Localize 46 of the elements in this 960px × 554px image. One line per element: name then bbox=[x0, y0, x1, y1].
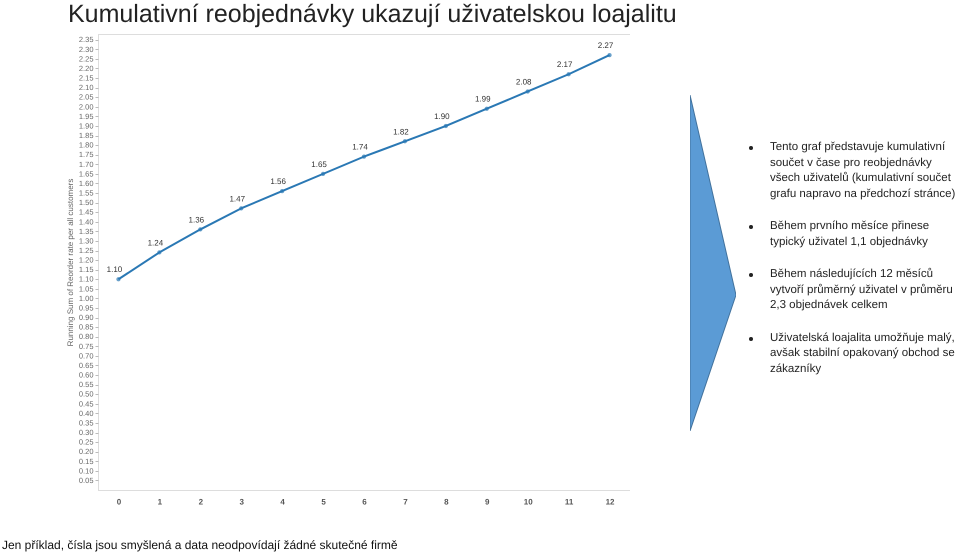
x-tick-label: 0 bbox=[116, 498, 122, 506]
point bbox=[526, 89, 530, 94]
point bbox=[566, 72, 571, 76]
point bbox=[280, 188, 284, 194]
point bbox=[362, 154, 366, 159]
point bbox=[157, 250, 162, 255]
text: 1.24 bbox=[148, 238, 164, 248]
y-axis-title: Running Sum of Reorder rate per all customers bbox=[66, 178, 75, 346]
x-tick-label: 2 bbox=[198, 498, 204, 506]
x-tick-label: 4 bbox=[280, 498, 286, 506]
text: 1.47 bbox=[229, 194, 246, 204]
x-tick-label: 7 bbox=[403, 498, 408, 506]
text: Jen příklad, čísla jsou smyšlená a data neodpovídají žádné skutečné firmě bbox=[2, 538, 398, 552]
point bbox=[484, 106, 489, 111]
text: 2.17 bbox=[556, 60, 572, 70]
point bbox=[444, 124, 448, 128]
text: 1.65 bbox=[311, 160, 327, 169]
x-tick-label: 12 bbox=[606, 498, 616, 506]
x-tick-label: 8 bbox=[444, 498, 450, 506]
x-tick-label: 10 bbox=[524, 498, 534, 506]
text: 1.90 bbox=[434, 112, 450, 121]
x-tick-label: 11 bbox=[564, 498, 574, 506]
text: 1.82 bbox=[393, 127, 409, 136]
point bbox=[239, 206, 244, 210]
point bbox=[320, 172, 326, 176]
text: Tento graf představuje kumulativní součet v čase pro reobjednávky všech uživatelů (kumulativní součet grafu napravo na předchozí stránce) bbox=[770, 140, 956, 202]
point bbox=[607, 52, 612, 58]
text: 1.99 bbox=[474, 94, 491, 104]
text: 1.36 bbox=[188, 215, 204, 224]
chart-title: Kumulativní reobjednávky ukazují uživatelskou loajalitu bbox=[68, 0, 677, 29]
x-tick-label: 1 bbox=[158, 498, 163, 506]
x-tick-label: 6 bbox=[362, 498, 368, 506]
text: Uživatelská loajalita umožňuje malý, avšak stabilní opakovaný obchod se zákazníky bbox=[770, 330, 956, 376]
x-tick-label: 9 bbox=[485, 498, 490, 506]
point bbox=[402, 139, 408, 144]
text: Během následujících 12 měsíců vytvoří průměrný uživatel v průměru 2,3 objednávek celkem bbox=[770, 267, 954, 313]
x-tick-label: 5 bbox=[321, 498, 326, 506]
point bbox=[198, 227, 202, 232]
text: 2.27 bbox=[598, 41, 614, 50]
text: 2.08 bbox=[516, 77, 532, 86]
text: 1.56 bbox=[270, 177, 286, 186]
point bbox=[116, 277, 121, 282]
text: Během prvního měsíce přinese typický uživatel 1,1 objednávky bbox=[770, 219, 930, 250]
text: 1.10 bbox=[106, 265, 122, 274]
text: 1.74 bbox=[352, 142, 368, 152]
x-tick-label: 3 bbox=[240, 498, 245, 506]
